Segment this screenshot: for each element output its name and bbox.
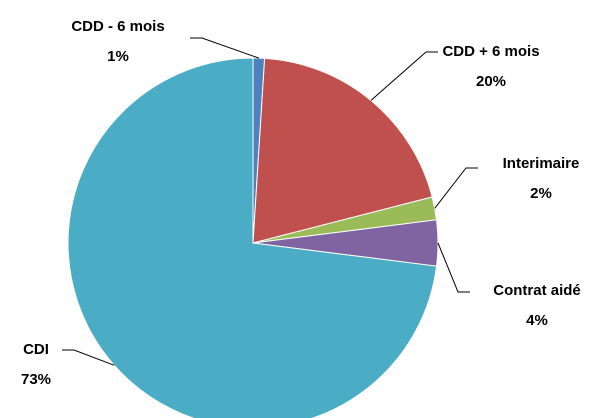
category-label: Contrat aidé	[493, 282, 581, 299]
category-label: CDD + 6 mois	[442, 43, 539, 60]
leader-line	[62, 349, 115, 366]
pie-slice	[67, 57, 438, 418]
value-label: 4%	[526, 312, 548, 329]
category-label: CDD - 6 mois	[71, 18, 164, 35]
pie-slice	[252, 57, 433, 244]
category-label: CDI	[23, 341, 49, 358]
leader-line	[370, 51, 438, 101]
value-label: 1%	[107, 48, 129, 65]
category-label: Interimaire	[503, 155, 580, 172]
value-label: 73%	[21, 371, 51, 388]
value-label: 20%	[476, 73, 506, 90]
leader-line	[190, 37, 259, 59]
value-label: 2%	[530, 185, 552, 202]
leader-line	[434, 167, 478, 209]
leader-line	[437, 242, 470, 293]
